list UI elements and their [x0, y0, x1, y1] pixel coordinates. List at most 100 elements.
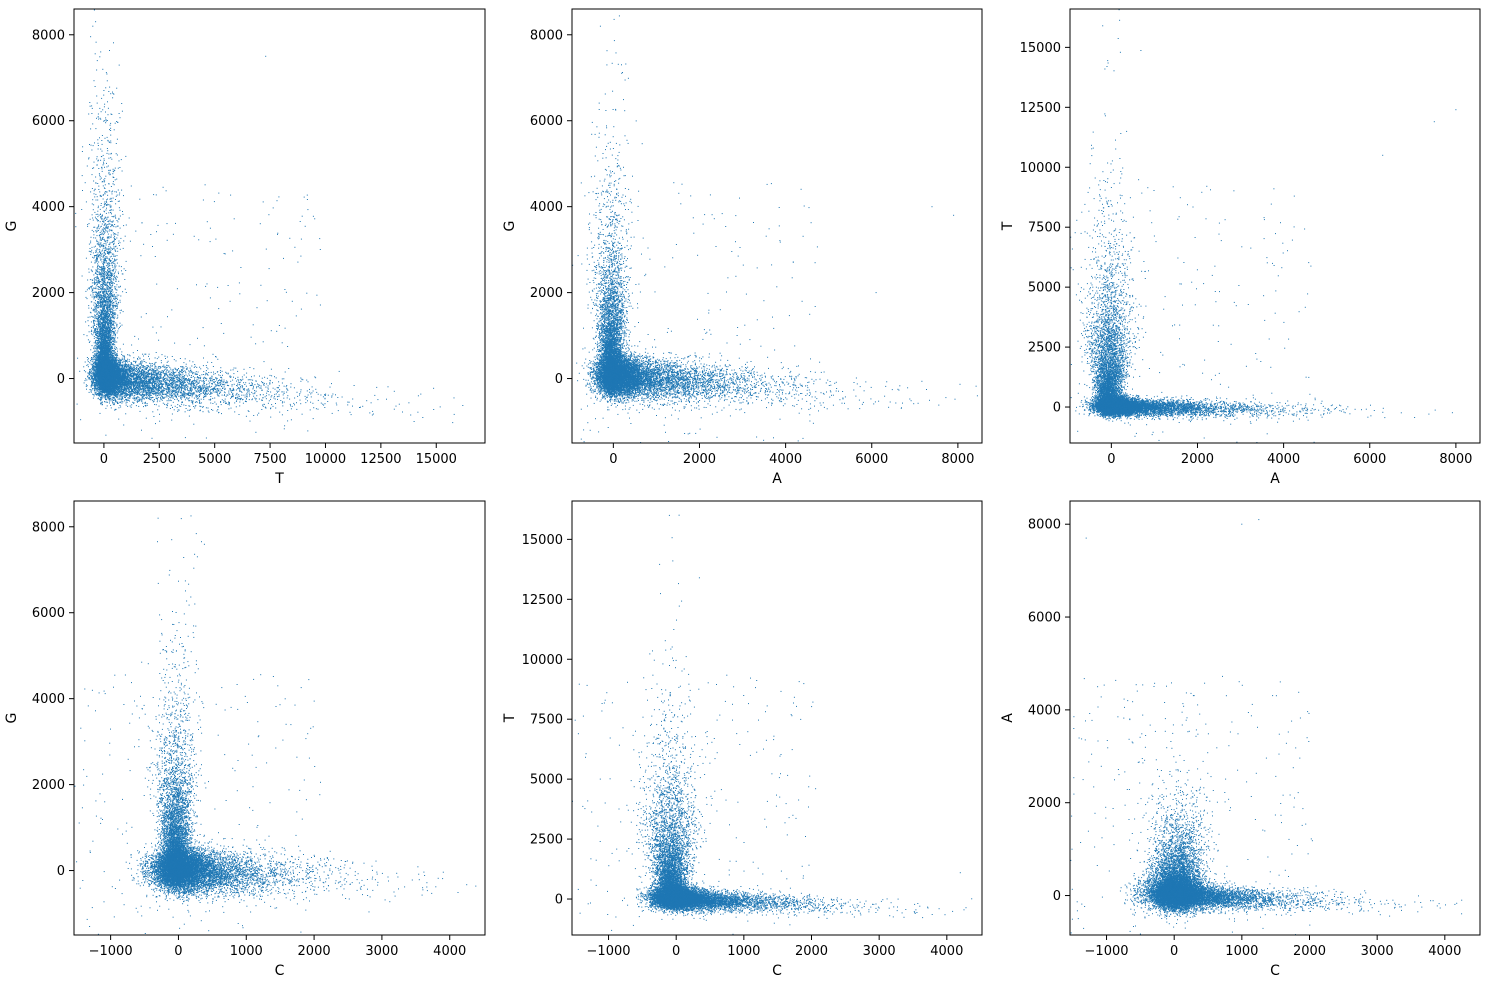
data-point [116, 192, 117, 193]
data-point [96, 2, 97, 3]
data-point [109, 190, 110, 191]
data-point [107, 240, 108, 241]
data-point [103, 95, 104, 96]
data-point [89, 244, 90, 245]
data-point [105, 326, 106, 327]
data-point [99, 348, 100, 349]
data-point [85, 291, 86, 292]
data-point [110, 210, 111, 211]
data-point [94, 256, 95, 257]
data-point [104, 305, 105, 306]
data-point [96, 241, 97, 242]
data-point [117, 155, 118, 156]
data-point [112, 315, 113, 316]
data-point [113, 313, 114, 314]
data-point [89, 223, 90, 224]
data-point [109, 315, 110, 316]
data-point [86, 297, 87, 298]
data-point [102, 328, 103, 329]
data-point [87, 226, 88, 227]
data-point [97, 214, 98, 215]
data-point [109, 236, 110, 237]
data-point [104, 343, 105, 344]
data-point [107, 304, 108, 305]
data-point [112, 283, 113, 284]
data-point [111, 302, 112, 303]
data-point [114, 191, 115, 192]
data-point [102, 263, 103, 264]
data-point [96, 200, 97, 201]
data-point [100, 221, 101, 222]
data-point [91, 113, 92, 114]
data-point [105, 304, 106, 305]
data-point [90, 248, 91, 249]
data-point [91, 286, 92, 287]
data-point [117, 348, 118, 349]
data-point [118, 190, 119, 191]
data-point [108, 343, 109, 344]
data-point [125, 236, 126, 237]
data-point [98, 280, 99, 281]
data-point [112, 193, 113, 194]
data-point [114, 259, 115, 260]
data-point [112, 329, 113, 330]
data-point [105, 112, 106, 113]
data-point [117, 317, 118, 318]
data-point [109, 183, 110, 184]
data-point [103, 276, 104, 277]
data-point [106, 291, 107, 292]
data-point [104, 158, 105, 159]
data-point [119, 160, 120, 161]
data-point [108, 319, 109, 320]
data-point [106, 249, 107, 250]
data-point [115, 264, 116, 265]
data-point [111, 256, 112, 257]
data-point [98, 186, 99, 187]
data-point [110, 212, 111, 213]
data-point [110, 345, 111, 346]
data-point [95, 328, 96, 329]
data-point [96, 297, 97, 298]
data-point [110, 317, 111, 318]
data-point [117, 248, 118, 249]
data-point [114, 240, 115, 241]
data-point [100, 209, 101, 210]
data-point [101, 205, 102, 206]
data-point [88, 320, 89, 321]
data-point [116, 308, 117, 309]
data-point [98, 323, 99, 324]
data-point [115, 234, 116, 235]
data-point [109, 282, 110, 283]
data-point [103, 230, 104, 231]
data-point [105, 223, 106, 224]
data-point [98, 256, 99, 257]
data-point [103, 319, 104, 320]
data-point [117, 324, 118, 325]
data-point [113, 307, 114, 308]
data-point [105, 138, 106, 139]
data-point [102, 304, 103, 305]
data-point [109, 87, 110, 88]
data-point [107, 120, 108, 121]
data-point [104, 250, 105, 251]
data-point [95, 21, 96, 22]
data-point [93, 145, 94, 146]
data-point [107, 252, 108, 253]
data-point [103, 283, 104, 284]
data-point [105, 320, 106, 321]
data-point [108, 221, 109, 222]
data-point [101, 276, 102, 277]
data-point [113, 279, 114, 280]
data-point [96, 118, 97, 119]
data-point [90, 219, 91, 220]
data-point [100, 176, 101, 177]
data-point [105, 344, 106, 345]
data-point [118, 218, 119, 219]
data-point [94, 212, 95, 213]
data-point [106, 288, 107, 289]
data-point [106, 289, 107, 290]
data-point [103, 304, 104, 305]
data-point [110, 207, 111, 208]
data-point [109, 296, 110, 297]
data-point [109, 318, 110, 319]
